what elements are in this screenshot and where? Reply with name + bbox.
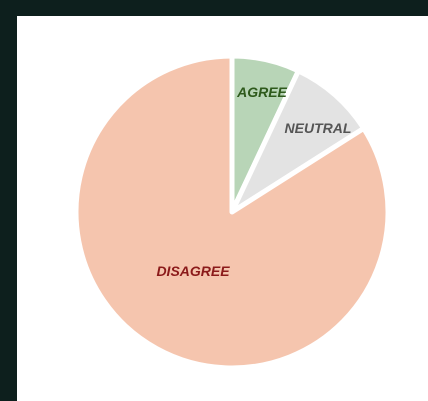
pie-slices [73,53,391,371]
slice-label-disagree: DISAGREE [156,263,230,279]
pie-labels: AGREE NEUTRAL DISAGREE [156,84,351,279]
pie-slice-disagree [73,53,391,371]
slice-label-neutral: NEUTRAL [285,120,352,136]
slice-label-agree: AGREE [236,84,287,100]
